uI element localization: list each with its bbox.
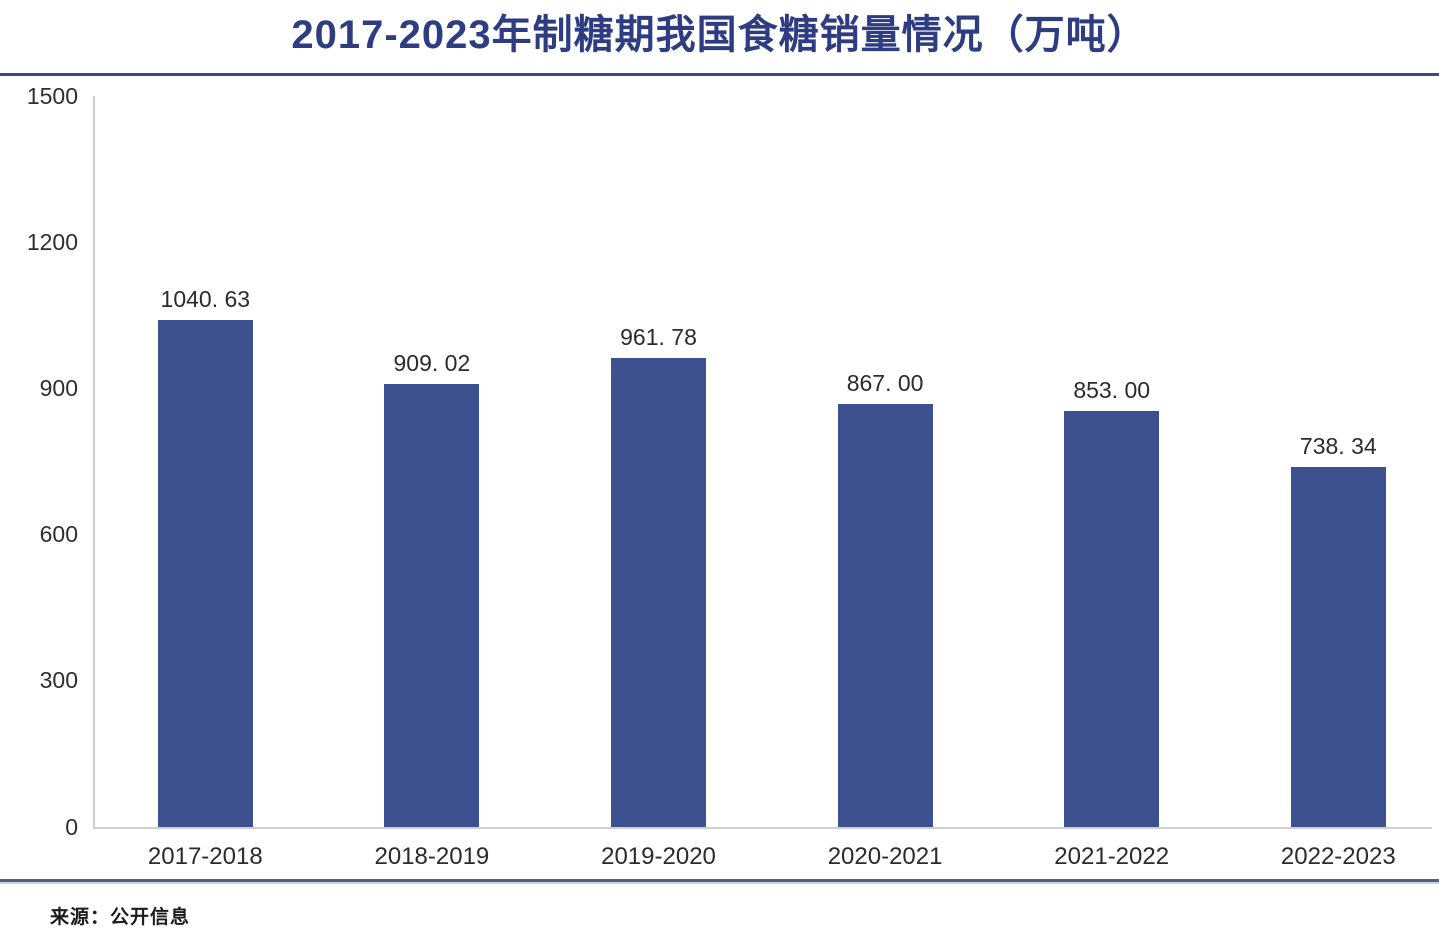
bar-value-label: 738. 34 — [1299, 433, 1377, 460]
bar-2019-2020 — [611, 358, 706, 827]
bar-value-label: 853. 00 — [1073, 377, 1151, 404]
y-axis-tick-label: 600 — [39, 521, 78, 548]
bar-value-label: 1040. 63 — [160, 285, 251, 312]
bar-2021-2022 — [1064, 411, 1160, 827]
x-axis-tick-label: 2020-2021 — [827, 843, 943, 870]
x-axis-tick-label: 2019-2020 — [601, 843, 716, 870]
x-axis-tick-label: 2022-2023 — [1280, 843, 1396, 870]
bar-2020-2021 — [837, 404, 933, 827]
bar-value-label: 867. 00 — [846, 370, 924, 397]
bar-value-label: 909. 02 — [393, 350, 471, 377]
bar-value-label: 961. 78 — [620, 324, 697, 351]
y-axis-tick-label: 0 — [65, 813, 78, 840]
source-note: 来源：公开信息 — [50, 907, 191, 928]
footer-divider-dark — [0, 879, 1439, 882]
chart-title: 2017-2023年制糖期我国食糖销量情况（万吨） — [291, 13, 1148, 57]
x-axis-tick-label: 2021-2022 — [1054, 843, 1170, 870]
y-axis-tick-label: 1500 — [26, 82, 78, 109]
bar-2017-2018 — [157, 319, 253, 827]
y-axis-tick-label: 900 — [39, 374, 78, 401]
footer-divider-light — [0, 882, 1439, 884]
y-axis-tick-label: 300 — [39, 667, 78, 694]
bar-2018-2019 — [384, 384, 480, 827]
bar-2022-2023 — [1290, 467, 1386, 827]
x-axis-line — [93, 827, 1432, 829]
title-divider — [0, 73, 1439, 76]
plot-area: 0 300 600 900 1200 1500 1040. 63 2017-2018 909. … — [0, 84, 1439, 870]
y-axis-line — [93, 96, 95, 827]
y-axis-tick-label: 1200 — [26, 228, 78, 255]
x-axis-tick-label: 2017-2018 — [147, 843, 263, 870]
x-axis-tick-label: 2018-2019 — [374, 843, 490, 870]
